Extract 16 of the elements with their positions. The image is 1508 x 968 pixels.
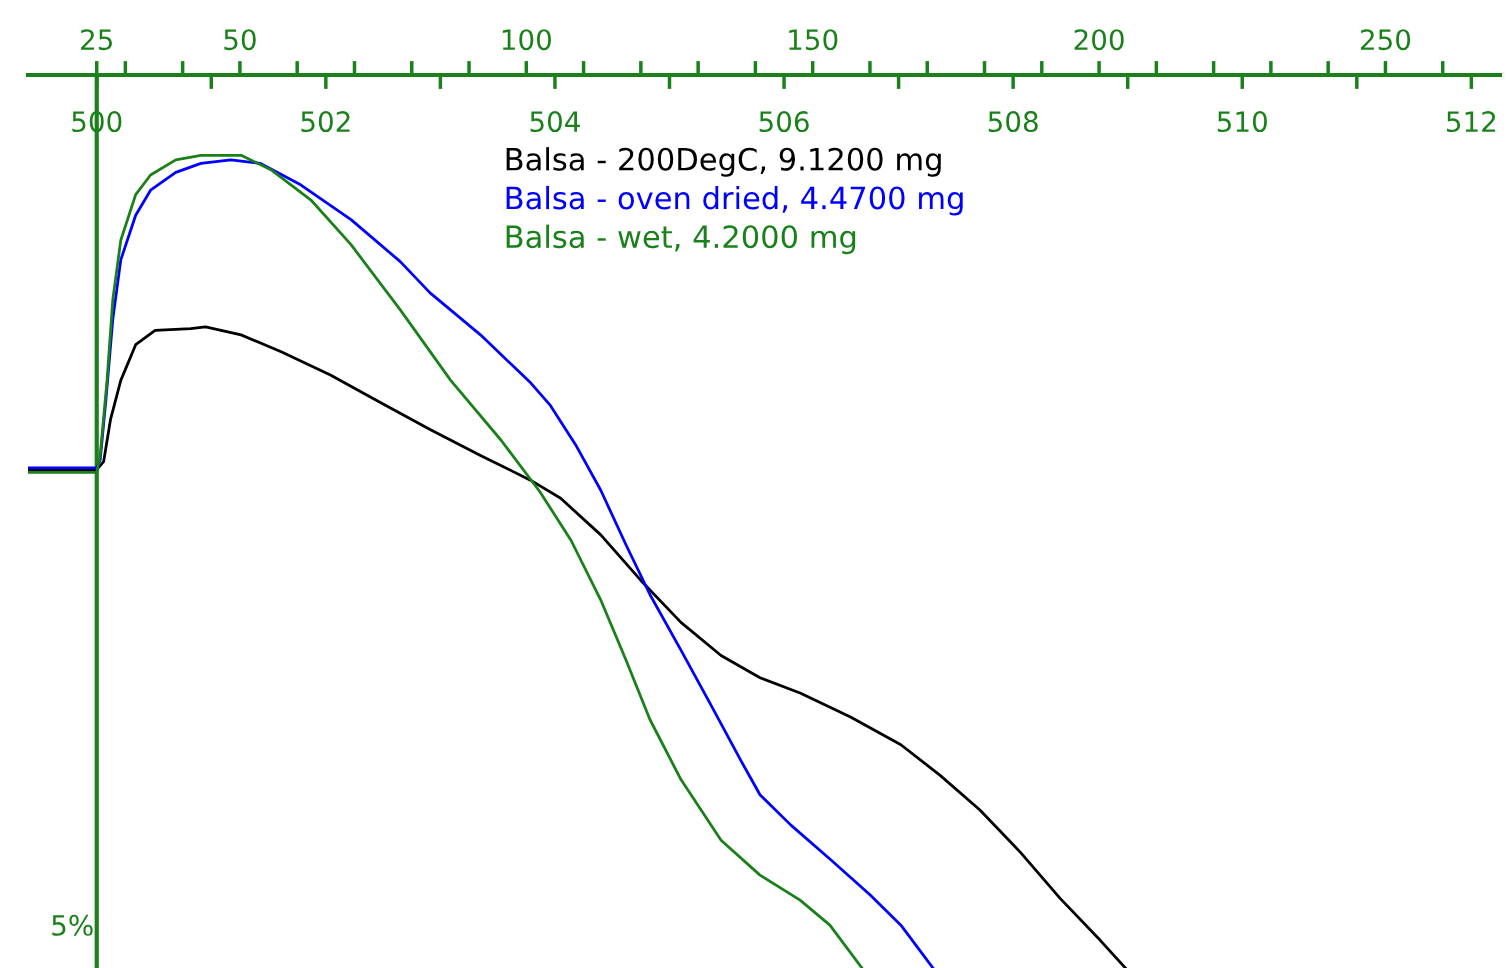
x2-tick-label: 25 [81,29,112,51]
x2-tick-label: 100 [502,29,551,51]
annotation: 5% [52,914,93,936]
x2-tick-label: 50 [224,29,256,51]
text: Balsa - 200DegC, 9.1200 mg [506,147,941,177]
x2-tick-label: 150 [789,29,838,51]
x-tick-label: 504 [530,111,580,133]
text: Balsa - wet, 4.2000 mg [506,224,856,255]
x2-tick-label: 250 [1360,29,1411,51]
text: Balsa - oven dried, 4.4700 mg [506,185,963,216]
x-tick-label: 502 [301,111,350,133]
x2-tick-label: 200 [1074,29,1124,51]
x-tick-label: 512 [1447,111,1496,133]
x-tick-label: 506 [759,111,809,133]
x-tick-label: 510 [1217,111,1267,133]
x-tick-label: 508 [988,111,1038,133]
